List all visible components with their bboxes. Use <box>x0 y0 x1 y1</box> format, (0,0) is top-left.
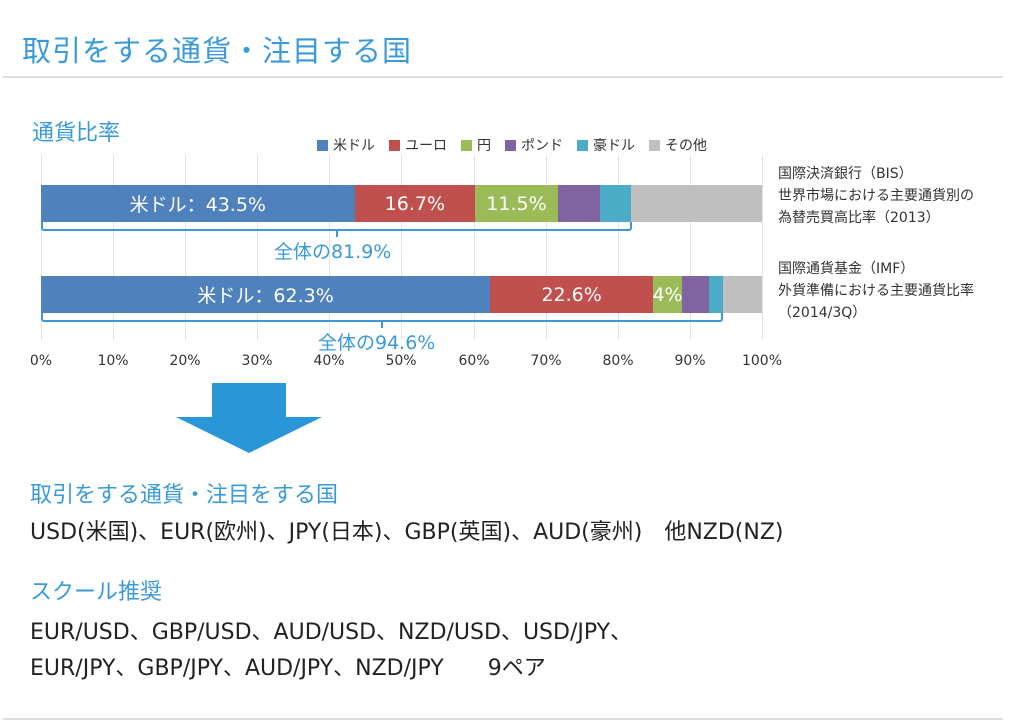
total-label-imf: 全体の94.6% <box>318 332 436 354</box>
recommended-pairs-line2: EUR/JPY、GBP/JPY、AUD/JPY、NZD/JPY 9ペア <box>30 656 546 681</box>
bar-segment-usd: 米ドル：62.3% <box>41 276 491 313</box>
bar-segment-other <box>723 276 762 313</box>
total-label-bis: 全体の81.9% <box>274 241 392 263</box>
legend-swatch-icon <box>389 139 400 151</box>
section-recommended-heading: スクール推奨 <box>30 580 163 605</box>
gridline <box>690 155 691 340</box>
x-tick-label: 0% <box>29 353 53 369</box>
x-tick-label: 50% <box>385 353 417 369</box>
x-tick-label: 40% <box>313 353 345 369</box>
x-tick-label: 90% <box>674 353 706 369</box>
bar-segment-other <box>631 185 762 222</box>
down-arrow-icon <box>176 383 322 457</box>
section-currencies-heading: 取引をする通貨・注目をする国 <box>30 483 339 508</box>
source-note-bis: 国際決済銀行（BIS） 世界市場における主要通貨別の 為替売買高比率（2013） <box>778 166 974 226</box>
gridline <box>329 155 330 340</box>
bar-segment-aud <box>600 185 632 222</box>
x-tick-label: 100% <box>741 353 783 369</box>
gridline <box>41 155 42 340</box>
bar-segment-usd: 米ドル：43.5% <box>41 185 355 222</box>
legend-item-aud: 豪ドル <box>577 135 635 155</box>
legend-item-gbp: ポンド <box>505 135 563 155</box>
legend-swatch-icon <box>317 139 328 151</box>
bar-segment-aud <box>708 276 724 313</box>
bar-segment-eur: 22.6% <box>490 276 654 313</box>
title-divider <box>3 76 1003 78</box>
bracket-tick <box>336 229 338 237</box>
chart-legend: 米ドル ユーロ 円 ポンド 豪ドル その他 <box>317 135 707 155</box>
recommended-pairs-line1: EUR/USD、GBP/USD、AUD/USD、NZD/USD、USD/JPY、 <box>30 620 633 645</box>
bar-segment-jpy: 4% <box>652 276 683 313</box>
bottom-divider <box>3 718 1003 720</box>
legend-swatch-icon <box>649 139 660 151</box>
x-tick-label: 10% <box>97 353 129 369</box>
gridline <box>618 155 619 340</box>
legend-swatch-icon <box>577 139 588 151</box>
bar-bis: 米ドル：43.5% 16.7% 11.5% <box>41 185 762 222</box>
legend-item-eur: ユーロ <box>389 135 447 155</box>
legend-item-jpy: 円 <box>461 135 491 155</box>
gridline <box>401 155 402 340</box>
gridline <box>185 155 186 340</box>
bar-segment-jpy: 11.5% <box>475 185 558 222</box>
legend-item-other: その他 <box>649 135 707 155</box>
gridline <box>474 155 475 340</box>
section-currencies-text: USD(米国)、EUR(欧州)、JPY(日本)、GBP(英国)、AUD(豪州) … <box>30 520 784 545</box>
bar-imf: 米ドル：62.3% 22.6% 4% <box>41 276 762 313</box>
x-tick-label: 30% <box>241 353 273 369</box>
legend-item-usd: 米ドル <box>317 135 375 155</box>
legend-swatch-icon <box>461 139 472 151</box>
x-tick-label: 80% <box>602 353 634 369</box>
x-tick-label: 70% <box>530 353 562 369</box>
x-tick-label: 20% <box>169 353 201 369</box>
bar-segment-eur: 16.7% <box>354 185 476 222</box>
page-title: 取引をする通貨・注目する国 <box>22 34 413 68</box>
gridline <box>257 155 258 340</box>
chart-title: 通貨比率 <box>32 121 121 146</box>
legend-swatch-icon <box>505 139 516 151</box>
source-note-imf: 国際通貨基金（IMF） 外貨準備における主要通貨比率 （2014/3Q） <box>778 261 974 321</box>
bar-segment-gbp <box>681 276 709 313</box>
x-tick-label: 60% <box>458 353 490 369</box>
gridline <box>113 155 114 340</box>
gridline <box>546 155 547 340</box>
bracket-tick <box>381 320 383 328</box>
bar-segment-gbp <box>557 185 601 222</box>
gridline <box>762 155 763 340</box>
